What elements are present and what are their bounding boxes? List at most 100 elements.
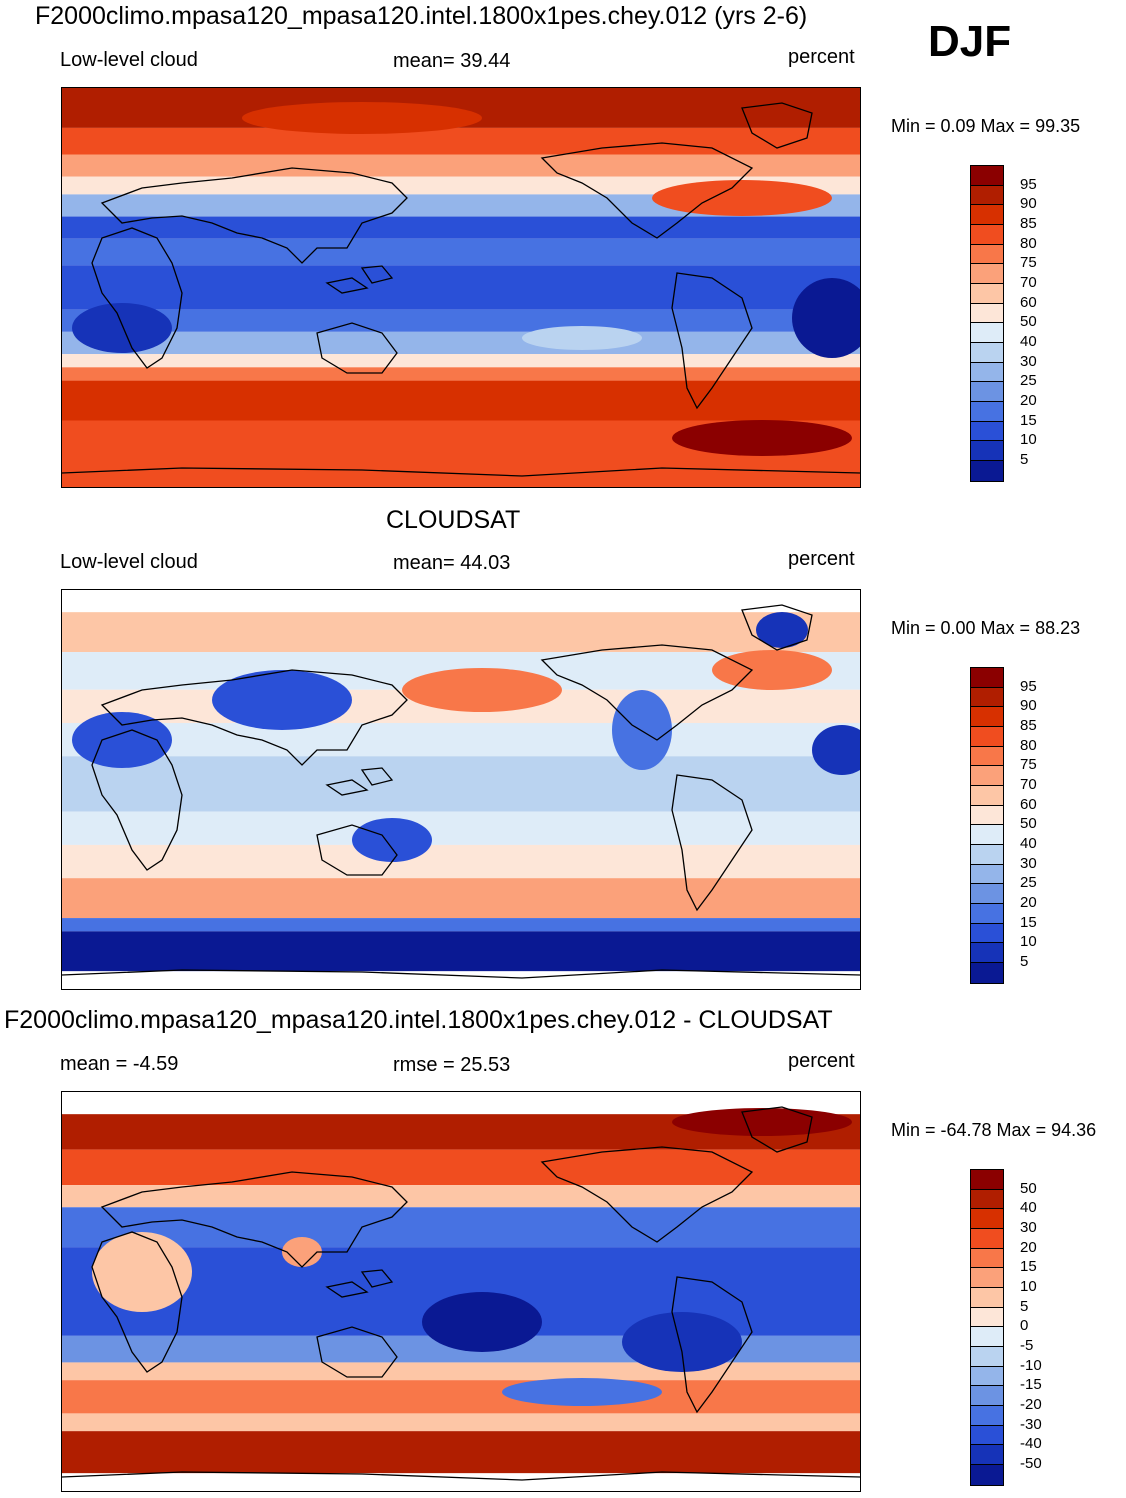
- map-field-diff: [62, 1092, 860, 1491]
- colorbar-swatch: [971, 421, 1003, 442]
- colorbar-tick-label: 80: [1020, 234, 1037, 252]
- colorbar-tick-label: 50: [1020, 313, 1037, 331]
- coastline-path: [671, 1276, 753, 1414]
- field-band: [62, 878, 860, 919]
- colorbar-swatch: [971, 1425, 1003, 1446]
- coastline-path: [741, 1106, 813, 1153]
- colorbar-tick-label: 5: [1020, 1297, 1029, 1315]
- colorbar-swatch: [971, 1170, 1003, 1190]
- colorbar-swatch: [971, 962, 1003, 983]
- colorbar-tick-label: 50: [1020, 815, 1037, 833]
- colorbar-tick-label: 30: [1020, 1218, 1037, 1236]
- field-band: [62, 1185, 860, 1208]
- colorbar-swatch: [971, 185, 1003, 206]
- coastline-path: [316, 322, 398, 374]
- panel-units-label: percent: [788, 1050, 855, 1072]
- colorbar-swatch: [971, 746, 1003, 767]
- colorbar-swatch: [971, 1248, 1003, 1269]
- coastline-path: [741, 102, 813, 149]
- colorbar-tick-label: 80: [1020, 736, 1037, 754]
- colorbar-swatch: [971, 844, 1003, 865]
- colorbar-model: [970, 165, 1004, 482]
- colorbar-swatch: [971, 707, 1003, 727]
- field-blob: [652, 180, 832, 216]
- colorbar-tick-label: -40: [1020, 1435, 1042, 1453]
- coastline-path: [91, 227, 183, 369]
- coastline-path: [91, 729, 183, 871]
- field-band: [62, 1149, 860, 1186]
- colorbar-swatch: [971, 668, 1003, 688]
- coastline-path: [62, 1471, 860, 1481]
- map-field-obs: [62, 590, 860, 989]
- colorbar-swatch: [971, 441, 1003, 461]
- colorbar-swatch: [971, 323, 1003, 343]
- coastline-path: [62, 467, 860, 477]
- colorbar-swatch: [971, 903, 1003, 924]
- coastline-path: [540, 1146, 754, 1243]
- colorbar-swatch: [971, 205, 1003, 225]
- field-band: [62, 590, 860, 613]
- map-panel-model: [61, 87, 861, 488]
- colorbar-tick-label: 5: [1020, 952, 1029, 970]
- colorbar-swatch: [971, 1287, 1003, 1308]
- colorbar-swatch: [971, 943, 1003, 963]
- coastlines: [62, 604, 860, 979]
- colorbar-swatch: [971, 342, 1003, 363]
- field-blob: [522, 326, 642, 350]
- field-band: [62, 265, 860, 310]
- colorbar-tick-label: 70: [1020, 775, 1037, 793]
- coastline-path: [325, 277, 369, 294]
- panel-units-label: percent: [788, 46, 855, 68]
- field-blob: [672, 1108, 852, 1136]
- colorbar-swatch: [971, 166, 1003, 186]
- field-band: [62, 1207, 860, 1248]
- colorbar-tick-label: -50: [1020, 1454, 1042, 1472]
- colorbar-tick-label: 60: [1020, 795, 1037, 813]
- colorbar-obs: [970, 667, 1004, 984]
- field-band: [62, 380, 860, 421]
- field-band: [62, 216, 860, 239]
- blob-layer: [92, 1108, 852, 1406]
- panel-title-model: F2000climo.mpasa120_mpasa120.intel.1800x…: [35, 2, 808, 30]
- panel-variable-label: Low-level cloud: [60, 551, 198, 573]
- colorbar-swatch: [971, 864, 1003, 885]
- field-blob: [672, 420, 852, 456]
- colorbar-swatch: [971, 1445, 1003, 1465]
- field-band: [62, 931, 860, 972]
- coastline-path: [62, 969, 860, 979]
- coastline-path: [671, 272, 753, 410]
- field-blob: [612, 690, 672, 770]
- field-blob: [242, 102, 482, 134]
- colorbar-tick-label: -15: [1020, 1376, 1042, 1394]
- field-band: [62, 154, 860, 177]
- colorbar-tick-label: 70: [1020, 273, 1037, 291]
- coastline-path: [325, 779, 369, 796]
- coastline-path: [540, 644, 754, 741]
- colorbar-swatch: [971, 1464, 1003, 1485]
- colorbar-swatch: [971, 224, 1003, 245]
- field-band: [62, 971, 860, 989]
- field-blob: [812, 725, 860, 775]
- colorbar-tick-label: 10: [1020, 933, 1037, 951]
- colorbar-tick-label: 10: [1020, 1277, 1037, 1295]
- panel-variable-label: Low-level cloud: [60, 49, 198, 71]
- coastline-path: [671, 774, 753, 912]
- colorbar-swatch: [971, 303, 1003, 324]
- coastline-path: [540, 142, 754, 239]
- colorbar-tick-label: 30: [1020, 854, 1037, 872]
- colorbar-swatch: [971, 460, 1003, 481]
- field-band: [62, 331, 860, 354]
- colorbar-tick-label: 10: [1020, 431, 1037, 449]
- colorbar-swatch: [971, 785, 1003, 806]
- colorbar-tick-label: 25: [1020, 372, 1037, 390]
- field-band: [62, 176, 860, 195]
- field-blob: [212, 670, 352, 730]
- colorbar-tick-label: 75: [1020, 756, 1037, 774]
- colorbar-tick-label: 40: [1020, 834, 1037, 852]
- colorbar-tick-label: 85: [1020, 214, 1037, 232]
- field-blob: [622, 1312, 742, 1372]
- panel-units-label: percent: [788, 548, 855, 570]
- colorbar-tick-label: 95: [1020, 175, 1037, 193]
- colorbar-tick-label: 20: [1020, 391, 1037, 409]
- coastlines: [62, 1106, 860, 1481]
